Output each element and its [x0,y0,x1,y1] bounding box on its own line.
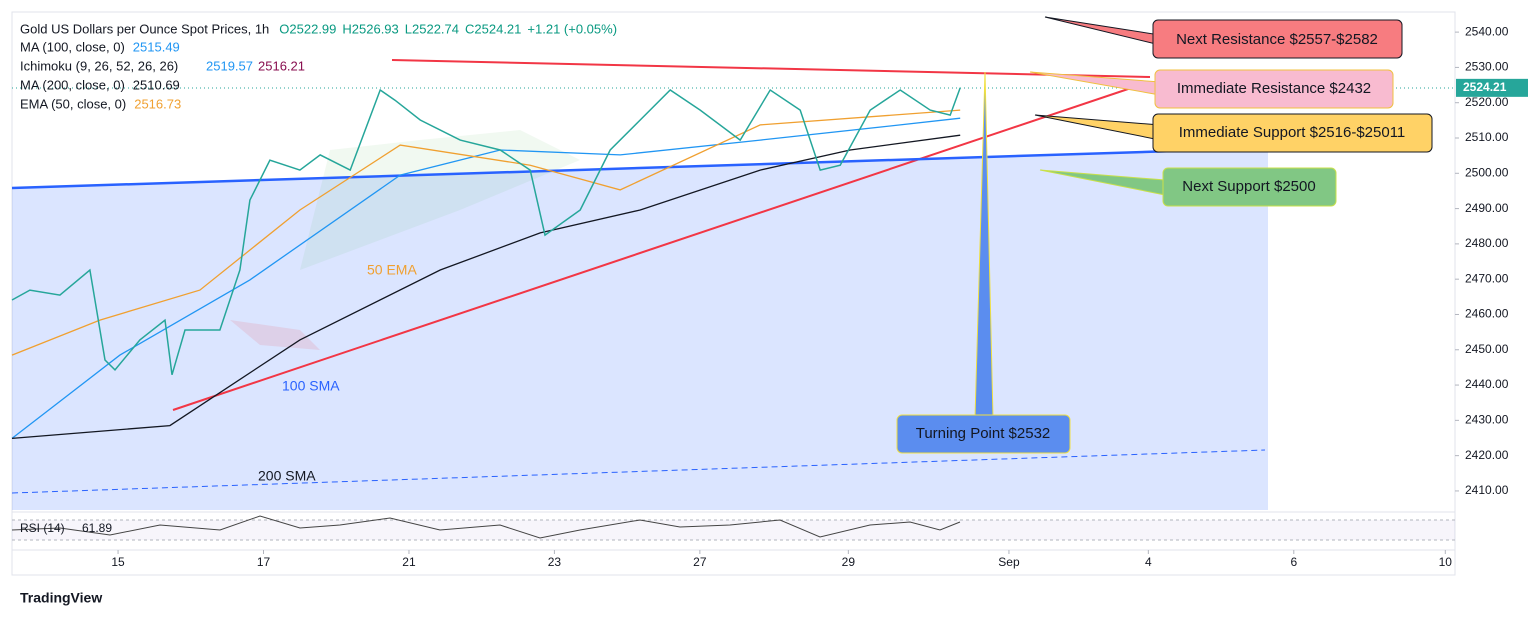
ichimoku-cloud [230,320,320,350]
x-tick-label: 29 [842,555,856,569]
annotation: Next Resistance $2557-$2582 [1176,31,1378,48]
line-label: 50 EMA [367,262,417,278]
y-tick-label: 2420.00 [1465,448,1509,462]
quote: H2526.93 [342,21,398,36]
rsi-band [12,520,1455,540]
y-tick-label: 2520.00 [1465,95,1509,109]
y-tick-label: 2430.00 [1465,413,1509,427]
callout-pointer [1044,16,1161,46]
callout-pointer [1034,114,1161,141]
y-tick-label: 2460.00 [1465,307,1509,321]
x-tick-label: 15 [111,555,125,569]
y-tick-label: 2510.00 [1465,130,1509,144]
price-tag-label: 2524.21 [1463,80,1507,94]
line-label: 200 SMA [258,468,316,484]
x-tick-label: 23 [548,555,562,569]
callout-box [1152,19,1403,59]
price-tag [1456,78,1528,97]
callout-box [1152,113,1433,153]
quote: L2522.74 [405,21,459,36]
annotation: Immediate Resistance $2432 [1177,80,1371,97]
x-tick-label: Sep [998,555,1020,569]
quote: +1.21 (+0.05%) [527,21,617,36]
y-tick-label: 2540.00 [1465,24,1509,38]
legend-label: Ichimoku (9, 26, 52, 26, 26) [20,58,178,73]
y-tick-label: 2470.00 [1465,271,1509,285]
y-tick-label: 2490.00 [1465,201,1509,215]
price-line [11,87,961,376]
x-tick-label: 21 [402,555,416,569]
legend-value: 2510.69 [133,77,180,92]
callout-box [896,414,1071,454]
legend-label: EMA (50, close, 0) [20,96,126,111]
legend-value: 2516.73 [134,96,181,111]
x-tick-label: 10 [1439,555,1453,569]
brand: TradingView [20,590,102,606]
y-tick-label: 2440.00 [1465,377,1509,391]
line-label: 100 SMA [282,378,340,394]
annotation: Next Support $2500 [1182,178,1315,195]
y-tick-label: 2480.00 [1465,236,1509,250]
trend-line [11,449,1266,494]
quote: C2524.21 [465,21,521,36]
projection-zone [12,148,1268,510]
plot-frame [11,11,1456,576]
annotation: Immediate Support $2516-$25011 [1179,124,1406,141]
chart-title: Gold US Dollars per Ounce Spot Prices, 1… [20,21,269,36]
rsi-line [11,515,961,539]
x-tick-label: 6 [1290,555,1297,569]
legend-value: 2515.49 [133,39,180,54]
y-tick-label: 2530.00 [1465,60,1509,74]
quote: O2522.99 [279,21,336,36]
trend-line [172,84,1141,411]
rsi-value: 61.89 [82,521,112,535]
legend-value: 2516.21 [258,58,305,73]
y-tick-label: 2500.00 [1465,165,1509,179]
y-tick-label: 2450.00 [1465,342,1509,356]
legend-value: 2519.57 [206,58,253,73]
x-tick-label: 4 [1145,555,1152,569]
x-tick-label: 27 [693,555,707,569]
annotation: Turning Point $2532 [916,425,1051,442]
callout-box [1162,167,1337,207]
trend-line [11,146,1269,190]
x-tick-label: 17 [257,555,271,569]
trend-line [391,59,1151,78]
legend-label: MA (200, close, 0) [20,77,125,92]
y-tick-label: 2410.00 [1465,483,1509,497]
price-line [11,134,961,440]
price-line [11,109,961,356]
rsi-label: RSI (14) [20,521,65,535]
callout-box [1154,69,1394,109]
legend-label: MA (100, close, 0) [20,39,125,54]
